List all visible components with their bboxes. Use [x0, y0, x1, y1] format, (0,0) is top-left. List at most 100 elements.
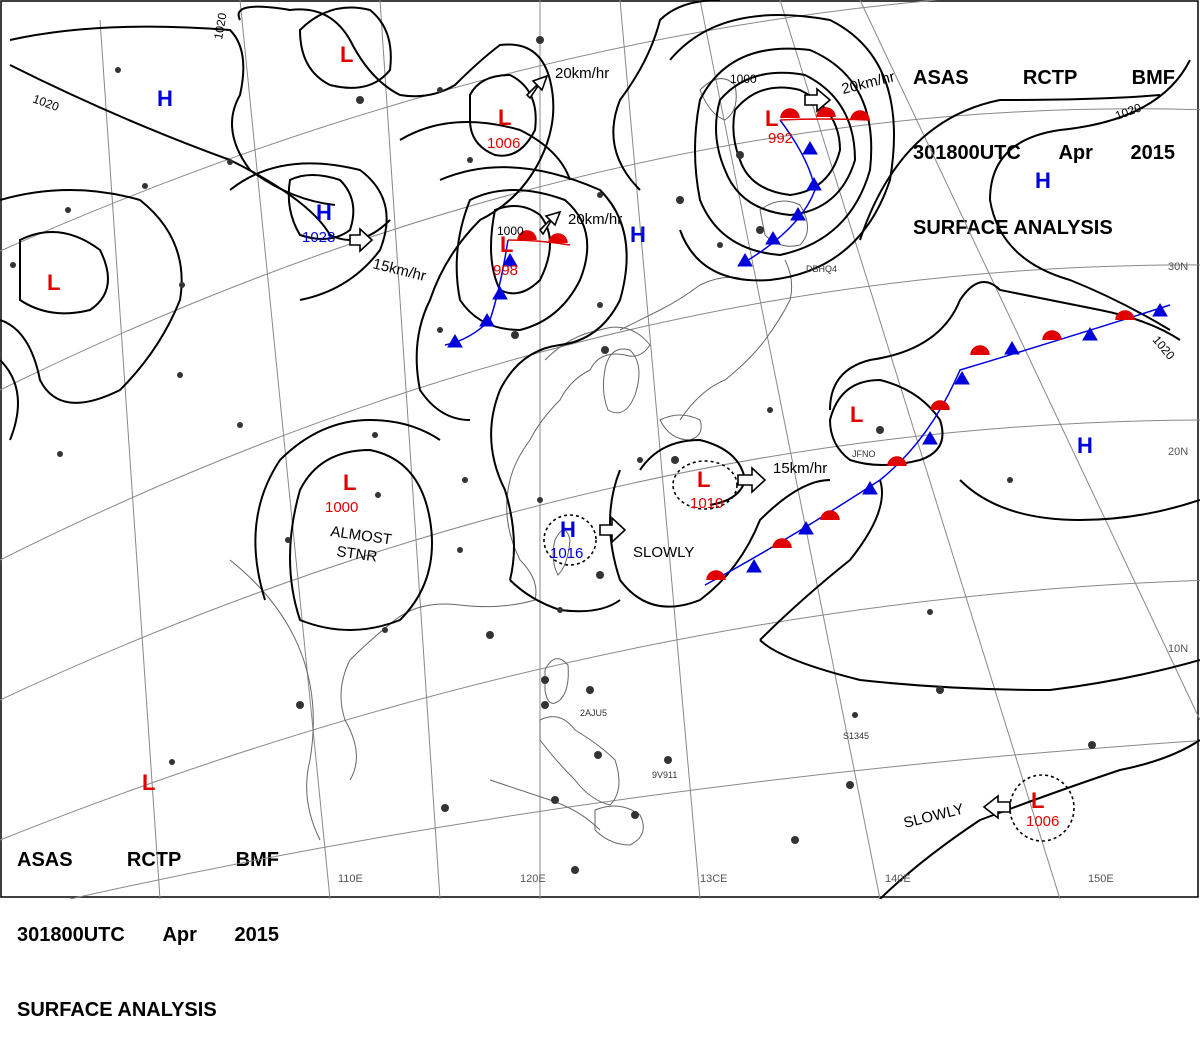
low-marker-mongolia: L [340, 42, 353, 67]
svg-text:H: H [1077, 433, 1093, 458]
grid-labels: 30N 20N 10N 110E 120E 13CE 140E 150E [338, 261, 1188, 885]
lon-label: 140E [885, 873, 911, 885]
isobar-label: 1020 [1150, 333, 1178, 363]
svg-text:H: H [630, 222, 646, 247]
svg-text:L: L [340, 42, 353, 67]
header-line-3: SURFACE ANALYSIS [17, 999, 217, 1021]
svg-text:992: 992 [768, 130, 793, 147]
isobars [0, 0, 1200, 899]
header-month: Apr [162, 924, 197, 946]
isobar-label: 1000 [730, 72, 757, 86]
lon-label: 150E [1088, 873, 1114, 885]
svg-text:998: 998 [493, 262, 518, 279]
svg-text:H: H [560, 517, 576, 542]
header-line-1: ASAS RCTP BMF [913, 66, 1175, 91]
motion-label: 15km/hr [371, 255, 428, 285]
station-labels: DBHQ4 JFNO 2AJU5 9V911 S1345 [580, 264, 876, 780]
low-marker-west: L [47, 270, 60, 295]
arrow-icon [982, 794, 1011, 820]
low-marker-okinawa: L 1010 [690, 467, 723, 512]
svg-text:1016: 1016 [550, 545, 583, 562]
low-marker-sichuan: L 1000 [325, 470, 358, 516]
lat-label: 10N [1168, 643, 1188, 655]
low-marker-kamchatka: L 992 [765, 106, 793, 147]
station-plots [10, 36, 1096, 874]
arrow-icon [525, 74, 549, 100]
isobar-label: 1020 [211, 11, 229, 40]
motion-label: SLOWLY [633, 544, 694, 561]
header-top-right: ASAS RCTP BMF 301800UTC Apr 2015 SURFACE… [913, 16, 1175, 266]
high-marker-taiwan: H 1016 [550, 517, 583, 562]
motion-label: 20km/hr [840, 68, 897, 98]
lon-label: 13CE [700, 873, 728, 885]
arrow-icon [599, 516, 627, 544]
svg-text:L: L [47, 270, 60, 295]
header-line-3: SURFACE ANALYSIS [913, 217, 1113, 239]
low-marker-north: L 1006 [487, 105, 520, 152]
low-marker-manchuria: L 998 [493, 232, 518, 279]
lon-label: 110E [338, 873, 363, 885]
svg-text:L: L [697, 467, 710, 492]
isobar-label: 1000 [497, 224, 524, 238]
arrow-icon [538, 210, 562, 236]
station-label: S1345 [843, 731, 869, 741]
motion-label: 20km/hr [568, 211, 622, 228]
lat-lon-grid [0, 0, 1200, 899]
high-marker-siberia: H [157, 86, 173, 111]
header-time: 301800UTC [17, 924, 125, 946]
isobar-label: 1020 [1113, 100, 1143, 122]
motion-arrows [349, 74, 1011, 820]
station-label: JFNO [852, 449, 876, 459]
header-center: RCTP [126, 849, 182, 871]
arrow-icon [349, 227, 374, 253]
annotation-line-2: STNR [335, 543, 378, 566]
arrow-icon [737, 466, 767, 494]
high-marker-pacific-n: H [1035, 168, 1051, 193]
svg-text:H: H [1035, 168, 1051, 193]
station-label: DBHQ4 [806, 264, 837, 274]
lat-label: 20N [1168, 446, 1188, 458]
header-product: ASAS [913, 67, 969, 89]
motion-labels: 20km/hr 20km/hr 20km/hr 15km/hr 15km/hr … [371, 65, 966, 832]
header-center: RCTP [1022, 67, 1078, 89]
motion-label: 20km/hr [555, 65, 609, 82]
dashed-circles [543, 460, 1075, 842]
high-marker-mongolia: H 1028 [302, 200, 335, 246]
header-line-1: ASAS RCTP BMF [17, 848, 279, 873]
arrow-icon [804, 87, 832, 113]
header-year: 2015 [234, 924, 279, 946]
coastlines [229, 78, 808, 846]
svg-text:1000: 1000 [325, 499, 358, 516]
header-year: 2015 [1130, 142, 1175, 164]
station-label: 2AJU5 [580, 708, 607, 718]
high-marker-pacific: H [1077, 433, 1093, 458]
svg-text:1028: 1028 [302, 229, 335, 246]
svg-text:L: L [850, 402, 863, 427]
svg-text:L: L [500, 232, 513, 257]
low-marker-south: L [142, 770, 155, 795]
stationary-annotation: ALMOST STNR [329, 523, 392, 566]
header-line-2: 301800UTC Apr 2015 [17, 923, 279, 948]
header-time: 301800UTC [913, 142, 1021, 164]
header-product: ASAS [17, 849, 73, 871]
svg-text:1006: 1006 [487, 135, 520, 152]
lon-label: 120E [520, 873, 546, 885]
svg-text:L: L [343, 470, 356, 495]
high-marker-korea: H [630, 222, 646, 247]
fronts [444, 107, 1171, 586]
svg-text:H: H [316, 200, 332, 225]
station-label: 9V911 [652, 770, 677, 780]
svg-text:1010: 1010 [690, 495, 723, 512]
low-marker-pacific: L [850, 402, 863, 427]
svg-text:L: L [765, 106, 778, 131]
low-marker-guam: L 1006 [1026, 788, 1059, 830]
motion-label: 15km/hr [773, 460, 827, 477]
svg-text:L: L [1031, 788, 1044, 813]
svg-text:1006: 1006 [1026, 813, 1059, 830]
header-month: Apr [1058, 142, 1093, 164]
weather-map: L L 1006 L 992 L 998 L L 1000 L L 1010 [0, 0, 1200, 899]
header-code: BMF [1131, 67, 1175, 89]
motion-label: SLOWLY [902, 801, 966, 832]
map-border [0, 0, 1199, 898]
pressure-systems: L L 1006 L 992 L 998 L L 1000 L L 1010 [47, 42, 1093, 830]
